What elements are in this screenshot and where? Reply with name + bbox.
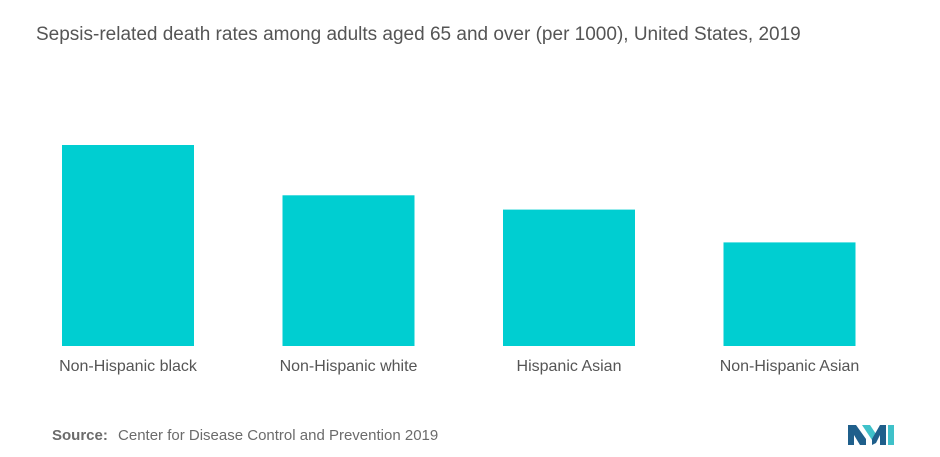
source-note: Source: Center for Disease Control and P… <box>52 427 438 444</box>
tick-label-non-hispanic-white: Non-Hispanic white <box>280 358 418 375</box>
tick-label-non-hispanic-asian: Non-Hispanic Asian <box>720 358 860 375</box>
tick-label-hispanic-asian: Hispanic Asian <box>517 358 622 375</box>
category-labels-group: Non-Hispanic black Non-Hispanic white Hisp… <box>59 358 859 375</box>
chart-title: Sepsis-related death rates among adults … <box>36 24 801 45</box>
bar-non-hispanic-asian <box>723 242 856 346</box>
mordor-intelligence-logo-icon <box>848 425 894 445</box>
bars-group <box>62 145 856 346</box>
bar-hispanic-asian <box>503 209 635 346</box>
bar-non-hispanic-black <box>62 145 194 346</box>
source-label: Source: <box>52 427 108 444</box>
source-text: Center for Disease Control and Preventio… <box>118 427 439 444</box>
bar-chart: Non-Hispanic black Non-Hispanic white Hisp… <box>59 145 859 375</box>
tick-label-non-hispanic-black: Non-Hispanic black <box>59 358 198 375</box>
bar-non-hispanic-white <box>282 195 415 346</box>
